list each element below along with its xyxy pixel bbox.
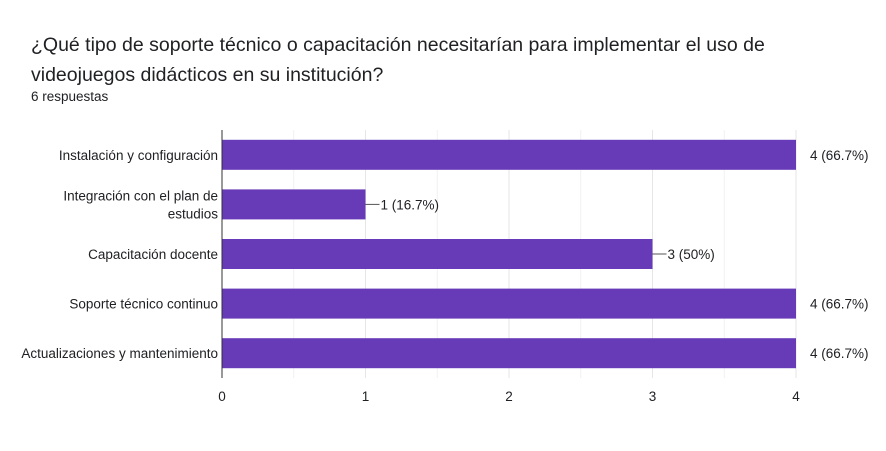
question-title: ¿Qué tipo de soporte técnico o capacitac… [31, 34, 765, 86]
category-label: Soporte técnico continuo [69, 297, 218, 312]
response-count: 6 respuestas [31, 89, 109, 104]
data-label: 1 (16.7%) [381, 197, 440, 212]
bar [222, 288, 796, 319]
x-tick-label: 1 [362, 389, 370, 404]
x-tick-label: 2 [505, 389, 513, 404]
bar [222, 338, 796, 369]
category-label: estudios [168, 206, 219, 221]
bar [222, 139, 796, 170]
category-label: Actualizaciones y mantenimiento [21, 346, 218, 361]
data-label: 4 (66.7%) [810, 346, 869, 361]
data-label: 4 (66.7%) [810, 148, 869, 163]
bars [222, 139, 796, 369]
bar [222, 239, 653, 269]
x-tick-label: 3 [649, 389, 657, 404]
x-tick-label: 4 [792, 389, 800, 404]
labels: Instalación y configuración 4 (66.7%) Inte… [21, 148, 868, 404]
category-label: Integración con el plan de [63, 188, 218, 203]
category-label: Capacitación docente [88, 247, 218, 262]
x-tick-label: 0 [218, 389, 226, 404]
data-label: 3 (50%) [668, 247, 715, 262]
data-label: 4 (66.7%) [810, 297, 869, 312]
category-label: Instalación y configuración [59, 148, 218, 163]
bar [222, 189, 366, 220]
